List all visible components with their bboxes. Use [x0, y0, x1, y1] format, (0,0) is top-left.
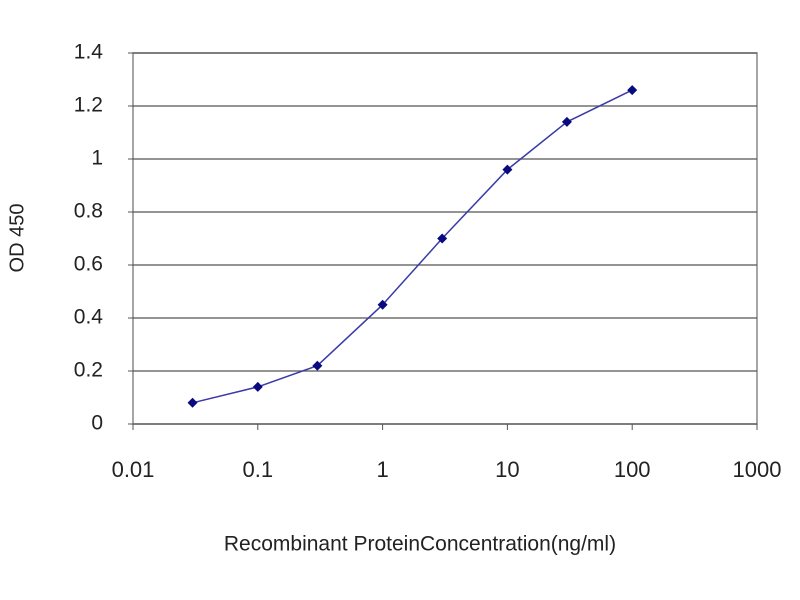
y-tick-label: 1 — [91, 147, 103, 170]
x-tick-label: 0.1 — [243, 457, 274, 482]
x-tick-label: 100 — [614, 457, 651, 482]
data-point — [502, 164, 513, 175]
x-tick-label: 0.01 — [112, 457, 155, 482]
y-tick-label: 1.4 — [74, 41, 104, 64]
x-tick-label: 1 — [376, 457, 388, 482]
data-point — [437, 233, 448, 244]
y-tick-label: 1.2 — [74, 94, 103, 117]
y-tick-label: 0.6 — [74, 253, 103, 276]
series-line — [192, 89, 633, 404]
y-tick-label: 0.8 — [74, 200, 103, 223]
y-tick-label: 0.2 — [74, 359, 103, 382]
data-point — [561, 116, 572, 127]
data-point — [312, 360, 323, 371]
data-point — [252, 381, 263, 392]
y-tick-label: 0 — [91, 412, 103, 435]
x-tick-label: 1000 — [733, 457, 782, 482]
data-point — [377, 299, 388, 310]
data-point — [187, 397, 198, 408]
x-tick-label: 10 — [495, 457, 519, 482]
y-tick-label: 0.4 — [74, 306, 104, 329]
data-point — [627, 85, 638, 96]
y-axis-label: OD 450 — [6, 204, 28, 273]
x-axis-label: Recombinant ProteinConcentration(ng/ml) — [224, 533, 616, 556]
